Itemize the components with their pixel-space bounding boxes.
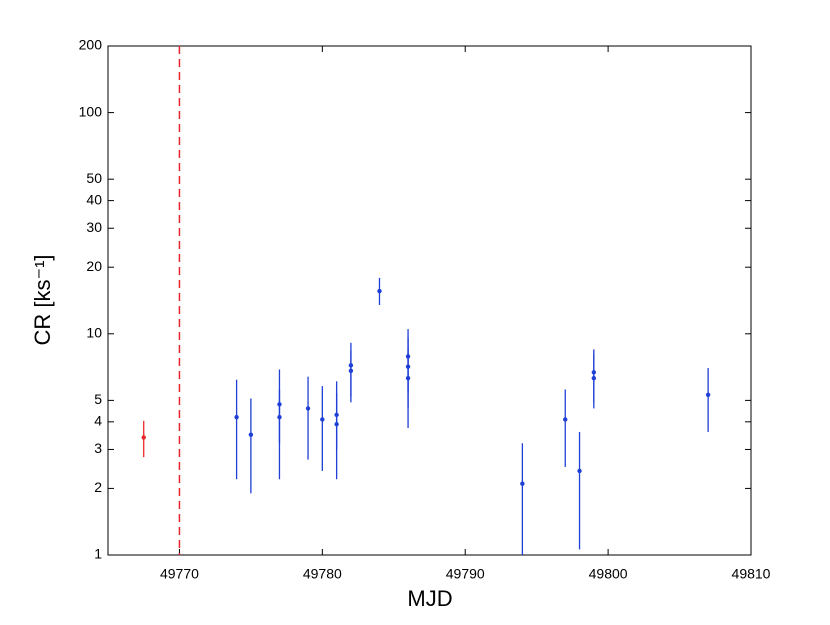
data-point	[248, 432, 254, 437]
y-axis-label: CR [ks⁻¹]	[30, 254, 55, 345]
data-point	[520, 481, 525, 486]
data-point	[334, 422, 339, 427]
data-point	[591, 375, 597, 381]
data-point	[405, 375, 411, 381]
data-point	[320, 417, 325, 422]
data-point	[277, 414, 282, 420]
plot-frame	[107, 45, 752, 556]
data-point	[141, 435, 146, 440]
data-point	[577, 468, 582, 474]
y-tick-label: 50	[86, 170, 102, 186]
x-axis-label: MJD	[407, 586, 452, 611]
y-tick-label: 5	[94, 391, 102, 407]
x-tick-label: 49770	[160, 566, 199, 582]
y-tick-label: 3	[94, 440, 102, 456]
y-tick-label: 4	[94, 413, 102, 429]
y-tick-label: 1	[94, 546, 102, 562]
x-tick-label: 49790	[446, 566, 485, 582]
y-tick-label: 10	[86, 324, 102, 340]
y-tick-label: 200	[79, 37, 103, 53]
data-point	[377, 288, 382, 294]
x-tick-label: 49800	[589, 566, 628, 582]
y-tick-label: 30	[86, 219, 102, 235]
data-point	[234, 414, 239, 420]
y-tick-label: 2	[94, 479, 102, 495]
data-point	[348, 368, 354, 374]
x-tick-label: 49780	[303, 566, 342, 582]
data-point	[705, 392, 711, 397]
data-point	[305, 406, 311, 411]
y-tick-label: 100	[79, 103, 103, 119]
y-tick-label: 20	[86, 258, 102, 274]
y-tick-label: 40	[86, 191, 102, 207]
data-point	[563, 417, 568, 422]
x-tick-label: 49810	[732, 566, 771, 582]
